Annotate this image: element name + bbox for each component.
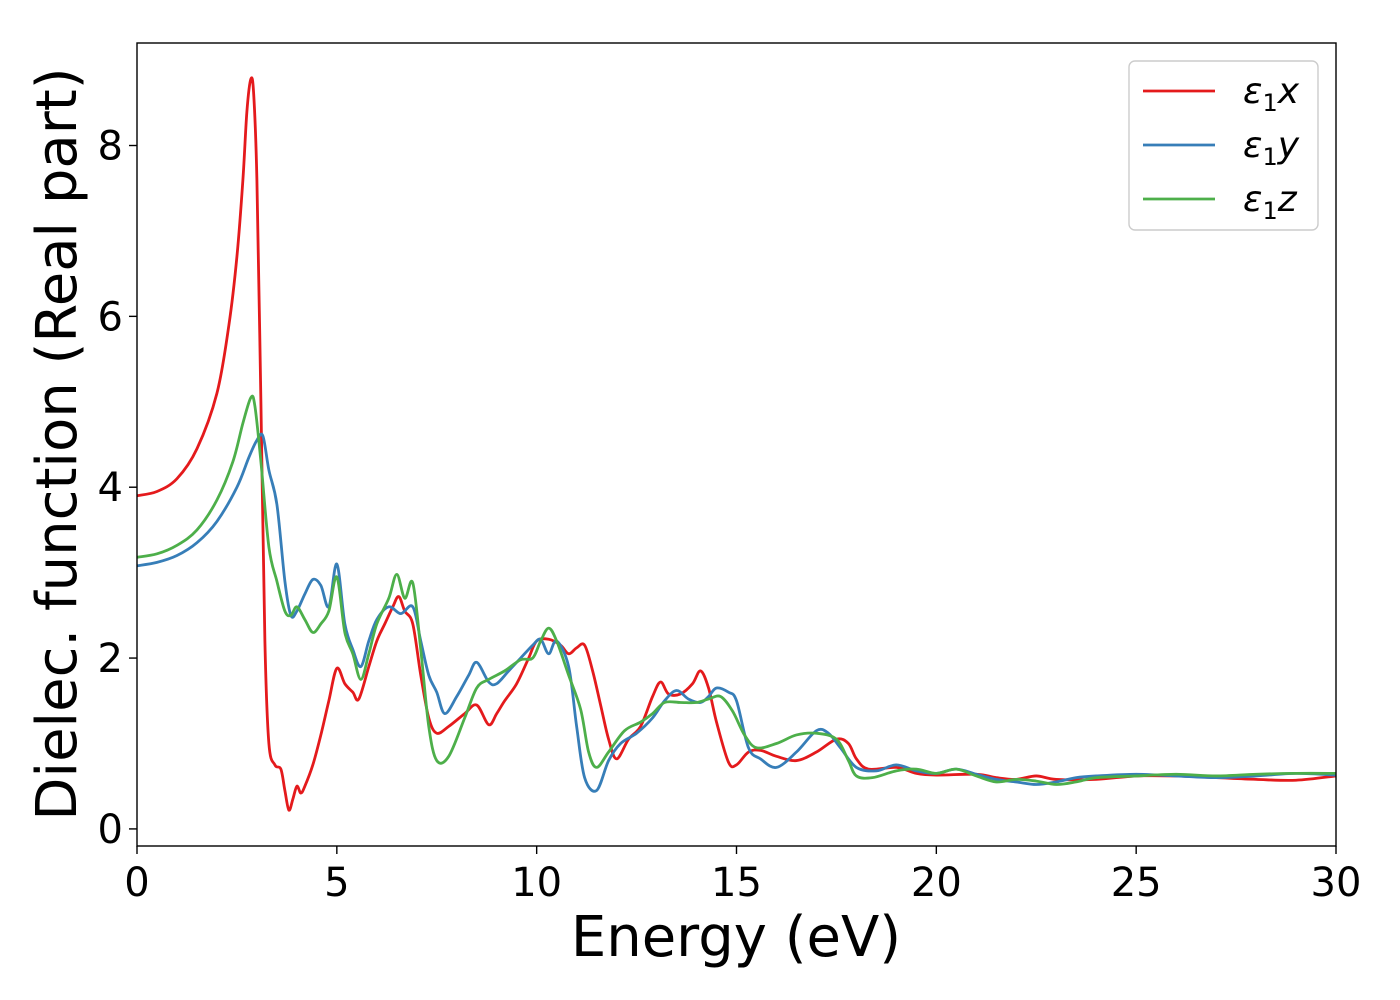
legend-label-x: ε1x [1243,71,1300,117]
x-tick-label: 10 [511,860,562,906]
legend-subscript: 1 [1262,197,1277,225]
legend-box [1128,60,1319,231]
series-line-z [137,394,1336,786]
legend-variable: z [1277,179,1298,220]
legend-symbol: ε [1243,71,1262,112]
y-tick-label: 4 [98,465,123,511]
x-tick-label: 20 [911,860,962,906]
x-axis-label: Energy (eV) [571,905,901,970]
y-tick-label: 0 [98,807,123,853]
y-axis-label: Dielec. function (Real part) [25,67,90,820]
plot-area [137,76,1336,812]
series-line-y [137,432,1336,793]
legend-label-y: ε1y [1243,125,1300,171]
legend-subscript: 1 [1262,143,1277,171]
x-tick-label: 5 [324,860,349,906]
y-tick-label: 8 [98,124,123,170]
legend-variable: x [1277,71,1300,112]
x-tick-label: 30 [1311,860,1362,906]
axis-ticks: 0 5 10 15 20 25 30 0 2 4 6 8 [98,124,1362,906]
y-tick-label: 2 [98,636,123,682]
x-tick-label: 0 [124,860,149,906]
series-line-x [137,76,1336,812]
legend-variable: y [1277,125,1300,166]
legend-symbol: ε [1243,125,1262,166]
legend-label-z: ε1z [1243,179,1298,225]
legend-subscript: 1 [1262,89,1277,117]
legend-symbol: ε [1243,179,1262,220]
y-tick-label: 6 [98,294,123,340]
x-tick-label: 15 [711,860,762,906]
x-tick-label: 25 [1111,860,1162,906]
